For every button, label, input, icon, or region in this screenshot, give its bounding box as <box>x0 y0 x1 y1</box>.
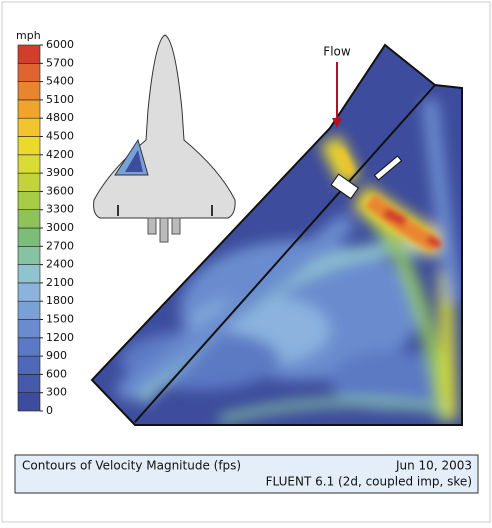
colorbar-segment <box>17 300 41 320</box>
colorbar-tick-label: 0 <box>46 404 53 417</box>
domain-outline <box>90 43 463 426</box>
colorbar-tick-label: 1500 <box>46 313 74 326</box>
footer-title: Contours of Velocity Magnitude (fps) <box>22 459 241 473</box>
colorbar-segment <box>17 392 41 412</box>
slot <box>330 173 359 200</box>
colorbar-segment <box>17 337 41 357</box>
colorbar-segment <box>17 172 41 192</box>
annotation: Flow <box>323 45 351 59</box>
colorbar-tick-label: 3900 <box>46 166 74 179</box>
colorbar-tick-label: 3600 <box>46 184 74 197</box>
colorbar-tick-label: 4500 <box>46 130 74 143</box>
footer-date: Jun 10, 2003 <box>395 459 472 473</box>
colorbar-tick-label: 6000 <box>46 38 74 51</box>
colorbar-segment <box>17 191 41 210</box>
colorbar-segment <box>17 282 41 302</box>
footer-subtitle: FLUENT 6.1 (2d, coupled imp, ske) <box>266 475 472 489</box>
colorbar-tick-label: 4800 <box>46 111 74 124</box>
colorbar-tick-label: 4200 <box>46 148 74 161</box>
colorbar-tick-label: 2700 <box>46 239 74 252</box>
footer: Contours of Velocity Magnitude (fps) Jun… <box>14 454 479 494</box>
colorbar-segment <box>17 44 41 64</box>
colorbar-tick-label: 2100 <box>46 276 74 289</box>
colorbar-segment <box>17 374 41 393</box>
colorbar-tick-label: 5400 <box>46 75 74 88</box>
colorbar-tick-label: 3300 <box>46 203 74 216</box>
colorbar-segment <box>17 81 41 101</box>
colorbar-segment <box>17 355 41 375</box>
colorbar-tick-label: 5100 <box>46 93 74 106</box>
colorbar-label: mph <box>16 29 41 42</box>
colorbar-segment <box>17 99 41 119</box>
colorbar-tick-label: 3000 <box>46 221 74 234</box>
colorbar: 0 300 600 900 1200 1500 1800 2100 2400 2700 3000 33… <box>17 38 74 417</box>
flow-arrowhead <box>332 118 342 128</box>
colorbar-tick-label: 2400 <box>46 258 74 271</box>
colorbar-segment <box>17 319 41 339</box>
colorbar-segment <box>17 209 41 229</box>
footer-box <box>14 454 479 494</box>
colorbar-tick-label: 1800 <box>46 294 74 307</box>
colorbar-tick-label: 5700 <box>46 56 74 69</box>
wall <box>134 84 436 423</box>
slot <box>373 155 403 181</box>
colorbar-tick-label: 900 <box>46 349 67 362</box>
colorbar-segment <box>17 246 41 265</box>
colorbar-segment <box>17 264 41 284</box>
shuttle-icon <box>93 34 236 243</box>
colorbar-tick-label: 1200 <box>46 331 74 344</box>
colorbar-segment <box>17 117 41 137</box>
colorbar-segment <box>17 136 41 156</box>
colorbar-segment <box>17 62 41 82</box>
colorbar-tick-label: 300 <box>46 386 67 399</box>
colorbar-segment <box>17 154 41 174</box>
colorbar-tick-label: 600 <box>46 367 67 380</box>
colorbar-segment <box>17 227 41 247</box>
